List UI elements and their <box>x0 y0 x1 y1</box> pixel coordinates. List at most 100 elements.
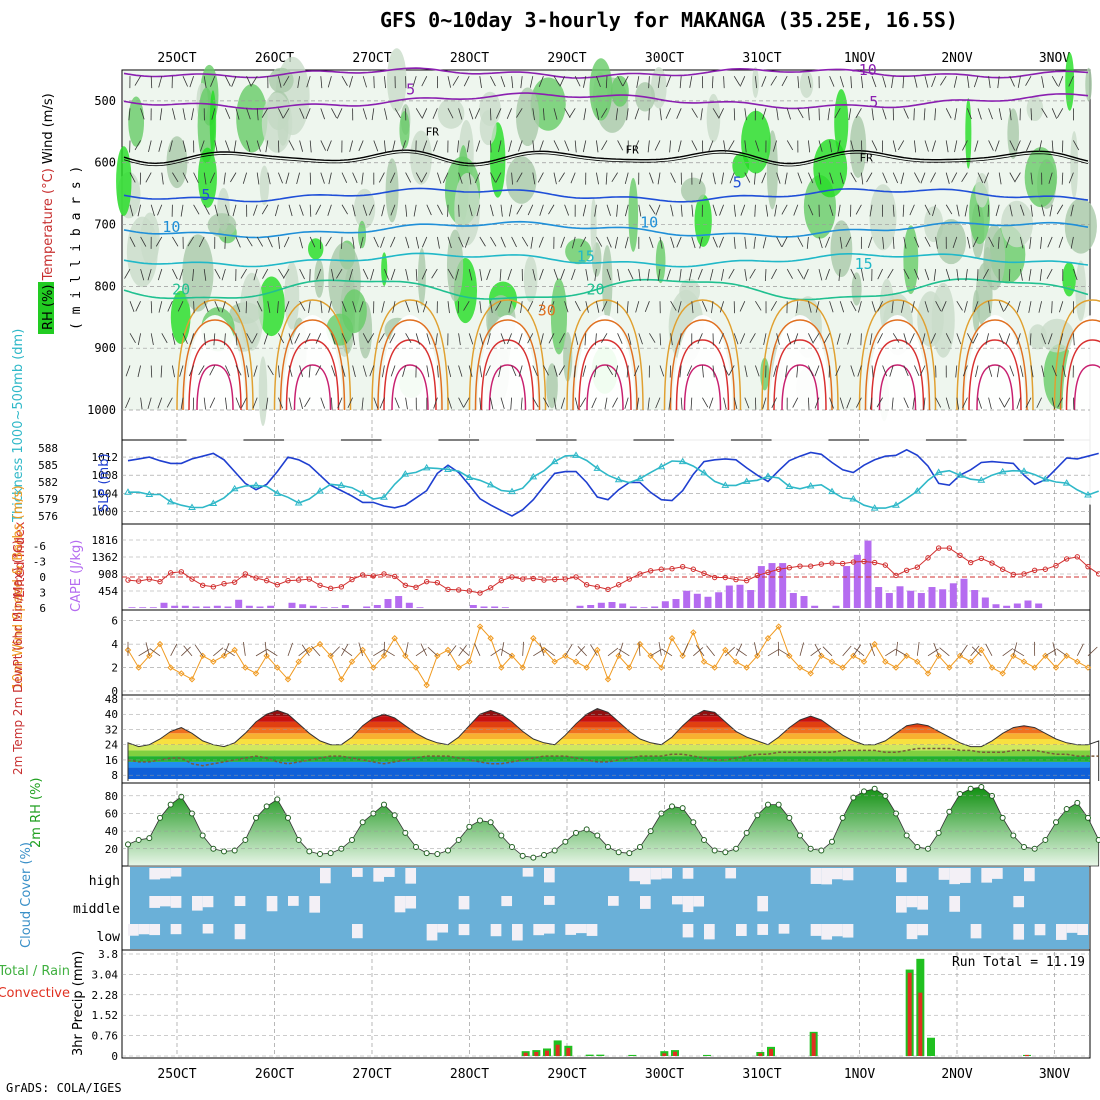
upper-wind-barb <box>786 140 794 151</box>
rh-area <box>127 786 1100 867</box>
warm-contour <box>566 299 644 411</box>
cloud-gap <box>896 868 907 883</box>
wind-marker <box>871 640 878 648</box>
upper-wind-barb <box>924 204 931 215</box>
upper-wind-barb <box>1051 365 1057 377</box>
upper-wind-barb <box>518 140 523 152</box>
thickness-marker <box>188 503 196 510</box>
upper-wind-barb <box>299 301 306 312</box>
wind-barb <box>301 644 310 657</box>
upper-wind-barb <box>1073 140 1080 151</box>
lifted-marker <box>1074 554 1081 560</box>
upper-wind-barb <box>147 397 152 409</box>
upper-wind-barb <box>559 76 565 87</box>
upper-wind-barb <box>611 172 618 183</box>
contour-5 <box>123 187 1089 203</box>
rh-blob <box>284 261 300 330</box>
upper-wind-barb <box>225 140 230 152</box>
wind-barb <box>255 649 267 657</box>
cape-ylabel: CAPE (J/kg) <box>69 540 84 612</box>
rh-blob <box>128 96 145 147</box>
upper-wind-barb <box>137 204 141 217</box>
upper-wind-barb <box>401 140 406 152</box>
upper-wind-barb <box>284 301 290 313</box>
upper-wind-barb <box>776 108 779 121</box>
upper-wind-barb <box>474 108 481 119</box>
cloud-gap <box>682 896 694 913</box>
upper-wind-barb <box>479 333 484 345</box>
lifted-marker <box>402 582 409 588</box>
cape-bar <box>832 605 840 608</box>
precip-total-bar <box>628 1054 637 1056</box>
upper-wind-barb <box>415 236 420 249</box>
thickness-marker <box>166 497 175 505</box>
wind-marker <box>167 664 174 671</box>
lifted-marker <box>690 566 697 572</box>
cape-bar <box>704 596 712 608</box>
lifted-marker <box>1010 571 1017 578</box>
upper-wind-barb <box>638 204 642 217</box>
upper-wind-barb <box>808 172 814 184</box>
lifted-marker <box>583 582 590 588</box>
upper-wind-barb <box>230 172 237 183</box>
upper-wind-barb <box>1009 108 1012 121</box>
upper-wind-barb <box>159 108 163 121</box>
rh-marker <box>957 791 963 798</box>
upper-wind-barb <box>1020 365 1024 378</box>
rh-blob <box>140 212 160 266</box>
upper-wind-barb <box>384 140 386 153</box>
upper-wind-barb <box>1036 397 1042 408</box>
cloud-gap <box>352 868 363 877</box>
upper-wind-barb <box>850 172 857 183</box>
lifted-marker <box>210 584 217 590</box>
upper-wind-barb <box>359 301 364 313</box>
upper-wind-barb <box>331 365 336 377</box>
wind-marker <box>807 670 814 677</box>
wind-marker <box>156 640 164 648</box>
wind-marker <box>775 623 782 630</box>
top-date-label: 25OCT <box>157 51 196 66</box>
cloud-gap <box>640 868 651 885</box>
wind-barb <box>170 643 178 657</box>
upper-wind-barb <box>909 204 915 216</box>
upper-wind-barb <box>246 140 251 152</box>
warm-contour <box>761 299 839 411</box>
upper-wind-barb <box>553 172 557 185</box>
wind-barb <box>138 649 150 657</box>
upper-wind-barb <box>361 172 364 185</box>
warm-contour <box>188 339 242 411</box>
upper-wind-barb <box>744 365 748 378</box>
rh-marker <box>573 829 579 836</box>
lifted-marker <box>797 563 803 569</box>
upper-wind-barb <box>193 301 195 314</box>
upper-wind-barb <box>369 365 375 377</box>
upper-wind-barb <box>712 365 715 378</box>
rh-blob <box>1070 131 1079 199</box>
upper-wind-barb <box>468 268 473 281</box>
upper-wind-barb <box>221 268 226 281</box>
cape-bar <box>501 607 509 608</box>
upper-wind-barb <box>670 300 677 311</box>
upper-wind-barb <box>421 108 428 119</box>
upper-wind-barb <box>211 108 216 120</box>
ylabel-part: Temperature (°C) <box>41 164 56 281</box>
wind-marker <box>1031 664 1038 671</box>
upper-wind-barb <box>761 76 767 87</box>
upper-wind-barb <box>1049 204 1053 217</box>
lifted-marker <box>626 576 633 582</box>
lifted-marker <box>914 564 921 570</box>
upper-wind-barb <box>442 172 449 183</box>
upper-wind-barb <box>529 76 534 88</box>
upper-wind-barb <box>871 140 878 151</box>
cape-bar <box>469 605 477 608</box>
upper-wind-barb <box>1041 76 1045 88</box>
rh-marker <box>1095 836 1100 843</box>
upper-wind-barb <box>596 76 601 88</box>
upper-wind-barb <box>914 236 920 248</box>
upper-wind-barb <box>532 140 535 153</box>
rh-marker <box>935 829 942 836</box>
upper-wind-barb <box>728 365 735 376</box>
upper-wind-barb <box>988 140 994 151</box>
wind-barb <box>544 647 555 657</box>
upper-wind-barb <box>508 301 512 313</box>
